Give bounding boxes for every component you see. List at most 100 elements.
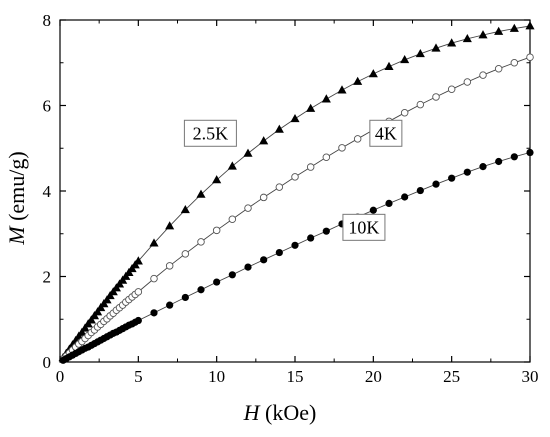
data-point-2-5k — [259, 136, 269, 145]
series-label-text: 2.5K — [193, 123, 229, 143]
data-point-10k — [291, 241, 299, 249]
series-label-text: 10K — [348, 217, 379, 237]
data-point-2-5k — [290, 113, 300, 123]
data-point-10k — [369, 206, 377, 214]
data-point-2-5k — [447, 38, 457, 47]
series-label-text: 4K — [375, 123, 397, 143]
x-tick-label: 30 — [522, 367, 539, 386]
data-point-10k — [307, 234, 315, 242]
data-point-2-5k — [93, 307, 103, 316]
data-point-2-5k — [337, 85, 347, 94]
data-point-4k — [400, 109, 409, 117]
data-point-2-5k — [133, 256, 143, 265]
series-line-2-5k — [59, 25, 531, 363]
data-point-2-5k — [165, 221, 175, 230]
data-point-10k — [134, 316, 142, 325]
data-point-2-5k — [86, 315, 96, 324]
data-point-10k — [432, 180, 440, 188]
data-point-10k — [244, 263, 252, 271]
data-point-10k — [510, 153, 518, 161]
data-point-10k — [448, 174, 456, 182]
data-point-4k — [228, 215, 237, 223]
data-point-2-5k — [321, 94, 331, 103]
data-point-10k — [495, 157, 503, 166]
data-point-10k — [416, 186, 424, 195]
series-label-box — [369, 119, 403, 147]
data-point-4k — [259, 193, 268, 202]
data-point-4k — [463, 78, 472, 86]
data-point-4k — [353, 135, 362, 143]
series-label-box — [183, 119, 237, 147]
data-point-2-5k — [462, 34, 472, 43]
series-curves — [59, 25, 531, 363]
data-point-2-5k — [227, 161, 237, 170]
data-point-4k — [244, 204, 252, 212]
data-point-10k — [260, 256, 268, 264]
data-point-4k — [447, 85, 456, 94]
data-point-4k — [526, 53, 534, 61]
data-point-2-5k — [196, 189, 206, 198]
y-tick-label: 4 — [43, 182, 52, 201]
data-point-10k — [275, 248, 283, 257]
data-point-10k — [479, 163, 487, 171]
y-tick-label: 2 — [43, 268, 52, 287]
data-point-4k — [275, 183, 284, 191]
data-point-10k — [385, 199, 393, 207]
series-label-2-5k: 2.5K — [183, 119, 237, 147]
y-tick-label: 8 — [43, 11, 52, 30]
x-tick-label: 5 — [134, 367, 143, 386]
data-point-2-5k — [353, 76, 363, 85]
data-point-2-5k — [180, 205, 190, 214]
data-point-4k — [432, 93, 440, 101]
data-point-4k — [494, 64, 503, 73]
data-point-2-5k — [274, 124, 284, 133]
x-axis-title: H (kOe) — [243, 400, 317, 425]
data-point-10k — [401, 193, 409, 201]
axis-ticks: 0 5 10 15 20 25 30 0 2 4 6 8 — [43, 11, 539, 386]
data-point-2-5k — [509, 23, 519, 32]
data-point-10k — [463, 168, 471, 176]
data-point-2-5k — [368, 69, 378, 78]
data-point-4k — [197, 238, 205, 246]
data-point-10k — [166, 301, 174, 309]
y-tick-label: 0 — [43, 353, 52, 372]
data-point-2-5k — [306, 103, 316, 112]
x-tick-label: 10 — [208, 367, 225, 386]
data-point-2-5k — [212, 175, 222, 184]
series-label-box — [342, 213, 386, 241]
data-point-4k — [134, 288, 143, 296]
plot-frame — [59, 19, 531, 363]
data-point-10k — [322, 227, 330, 235]
x-tick-label: 15 — [287, 367, 304, 386]
x-tick-label: 25 — [443, 367, 460, 386]
data-point-4k — [150, 274, 158, 283]
series-markers — [58, 21, 535, 364]
data-point-4k — [338, 144, 346, 152]
data-point-2-5k — [400, 54, 410, 64]
data-point-10k — [181, 293, 189, 302]
data-point-2-5k — [415, 48, 425, 58]
data-point-4k — [510, 59, 519, 67]
data-point-4k — [291, 173, 299, 181]
data-point-10k — [150, 309, 158, 317]
data-point-4k — [322, 153, 331, 161]
y-tick-label: 6 — [43, 97, 52, 116]
data-point-2-5k — [149, 238, 159, 247]
data-point-4k — [212, 226, 221, 235]
series-label-4k: 4K — [369, 119, 403, 147]
plot-border — [59, 19, 531, 363]
data-point-2-5k — [478, 30, 488, 39]
data-point-10k — [228, 271, 236, 279]
data-point-2-5k — [243, 148, 253, 157]
series-line-4k — [59, 56, 531, 363]
series-line-10k — [59, 152, 531, 363]
data-point-4k — [306, 163, 315, 171]
x-tick-label: 0 — [56, 367, 65, 386]
data-point-2-5k — [80, 323, 90, 332]
data-point-2-5k — [77, 327, 87, 336]
data-point-2-5k — [494, 26, 504, 35]
data-point-2-5k — [384, 61, 394, 70]
x-tick-label: 20 — [365, 367, 382, 386]
data-point-10k — [197, 286, 205, 294]
